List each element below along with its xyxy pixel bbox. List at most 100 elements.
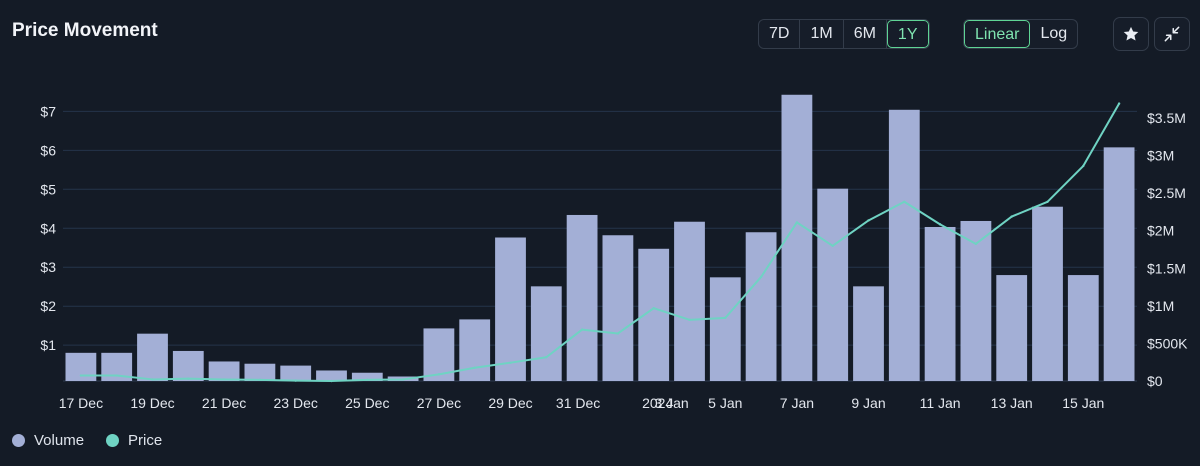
volume-tick-label: $2.5M bbox=[1147, 185, 1186, 201]
price-point bbox=[759, 275, 763, 279]
volume-bar[interactable] bbox=[853, 286, 884, 381]
price-point bbox=[1046, 200, 1049, 203]
date-tick-label: 9 Jan bbox=[851, 395, 885, 411]
price-point bbox=[795, 221, 799, 224]
price-point bbox=[473, 366, 476, 369]
price-point bbox=[724, 316, 727, 320]
volume-bar[interactable] bbox=[745, 232, 777, 381]
price-point bbox=[1010, 215, 1013, 218]
price-point bbox=[688, 318, 691, 322]
price-point bbox=[1117, 102, 1121, 105]
volume-bar[interactable] bbox=[495, 237, 526, 381]
volume-tick-label: $3M bbox=[1147, 148, 1174, 164]
volume-bar[interactable] bbox=[888, 109, 920, 382]
volume-axis: $0 $500K $1M $1.5M $2M $2.5M $3M $3.5M bbox=[1147, 110, 1188, 389]
volume-bar[interactable] bbox=[817, 188, 849, 381]
scale-selector: Linear Log bbox=[963, 19, 1079, 49]
grid-lines bbox=[63, 110, 1137, 382]
collapse-button[interactable] bbox=[1154, 17, 1190, 51]
price-point bbox=[258, 378, 262, 382]
volume-bar[interactable] bbox=[316, 370, 347, 381]
price-point bbox=[545, 356, 548, 359]
price-point bbox=[831, 244, 834, 247]
price-point bbox=[509, 361, 512, 364]
volume-bar[interactable] bbox=[530, 286, 562, 381]
price-line-layer bbox=[79, 102, 1121, 383]
date-tick-label: 2024 bbox=[642, 395, 673, 411]
price-swatch bbox=[106, 434, 120, 447]
price-line[interactable] bbox=[80, 103, 1120, 382]
date-tick-label: 29 Dec bbox=[488, 395, 532, 411]
date-axis: 17 Dec 19 Dec 21 Dec 23 Dec 25 Dec 27 Dec 29 D… bbox=[59, 395, 1105, 411]
price-point bbox=[580, 328, 584, 331]
price-point bbox=[294, 379, 297, 382]
volume-bar[interactable] bbox=[996, 275, 1028, 381]
date-tick-label: 11 Jan bbox=[920, 395, 961, 411]
price-point bbox=[222, 378, 226, 381]
price-axis: $1 $2 $3 $4 $5 $6 $7 bbox=[40, 103, 56, 353]
volume-bar[interactable] bbox=[602, 235, 634, 381]
chart-legend: Volume Price bbox=[12, 432, 184, 449]
date-tick-label: 5 Jan bbox=[708, 395, 742, 411]
volume-bar[interactable] bbox=[960, 220, 992, 381]
range-7d-button[interactable]: 7D bbox=[759, 20, 801, 48]
volume-bar[interactable] bbox=[709, 277, 741, 381]
date-tick-label: 31 Dec bbox=[556, 395, 600, 411]
range-6m-button[interactable]: 6M bbox=[844, 20, 887, 48]
date-tick-label: 21 Dec bbox=[202, 395, 246, 411]
legend-item-volume[interactable]: Volume bbox=[12, 432, 84, 449]
price-tick-label: $5 bbox=[40, 181, 56, 197]
favorite-button[interactable] bbox=[1113, 17, 1149, 51]
volume-bar[interactable] bbox=[924, 226, 956, 381]
price-point bbox=[187, 377, 190, 380]
price-point bbox=[1082, 164, 1085, 168]
volume-bar[interactable] bbox=[208, 361, 240, 381]
date-tick-label: 7 Jan bbox=[780, 395, 814, 411]
star-icon bbox=[1123, 26, 1139, 41]
volume-bar[interactable] bbox=[1032, 206, 1063, 381]
legend-volume-label: Volume bbox=[34, 432, 85, 449]
volume-tick-label: $500K bbox=[1147, 335, 1188, 351]
price-point bbox=[903, 200, 906, 203]
price-point bbox=[437, 373, 441, 376]
price-point bbox=[366, 378, 369, 382]
legend-price-label: Price bbox=[128, 432, 163, 449]
price-tick-label: $7 bbox=[40, 103, 56, 119]
range-1m-button[interactable]: 1M bbox=[800, 20, 844, 48]
collapse-icon bbox=[1164, 26, 1180, 42]
legend-item-price[interactable]: Price bbox=[106, 432, 162, 449]
date-tick-label: 13 Jan bbox=[991, 395, 1033, 411]
volume-tick-label: $1.5M bbox=[1147, 260, 1186, 276]
volume-tick-label: $0 bbox=[1147, 373, 1163, 389]
time-range-selector: 7D 1M 6M 1Y bbox=[758, 19, 930, 49]
volume-bar[interactable] bbox=[280, 365, 312, 381]
linear-scale-button[interactable]: Linear bbox=[964, 20, 1031, 48]
log-scale-button[interactable]: Log bbox=[1040, 25, 1068, 42]
range-1y-button[interactable]: 1Y bbox=[886, 20, 929, 48]
volume-bar[interactable] bbox=[1103, 147, 1135, 381]
date-tick-label: 25 Dec bbox=[345, 395, 389, 411]
price-tick-label: $3 bbox=[40, 259, 56, 275]
price-tick-label: $6 bbox=[40, 142, 56, 158]
date-tick-label: 19 Dec bbox=[130, 395, 174, 411]
volume-bar[interactable] bbox=[351, 372, 383, 381]
price-point bbox=[867, 219, 870, 222]
volume-bar[interactable] bbox=[137, 333, 168, 381]
price-point bbox=[151, 378, 154, 381]
volume-bar[interactable] bbox=[65, 352, 97, 381]
price-tick-label: $1 bbox=[40, 337, 56, 353]
volume-bar[interactable] bbox=[674, 221, 705, 381]
volume-tick-label: $2M bbox=[1147, 223, 1174, 239]
page-title: Price Movement bbox=[12, 20, 158, 41]
price-point bbox=[401, 378, 405, 381]
date-tick-label: 15 Jan bbox=[1062, 395, 1104, 411]
volume-swatch bbox=[12, 434, 25, 447]
volume-bar[interactable] bbox=[566, 214, 598, 381]
price-point bbox=[115, 374, 118, 377]
volume-bar[interactable] bbox=[172, 350, 204, 381]
volume-bar[interactable] bbox=[244, 363, 276, 381]
volume-tick-label: $3.5M bbox=[1147, 110, 1186, 126]
volume-bar[interactable] bbox=[459, 319, 491, 381]
volume-bar[interactable] bbox=[1067, 275, 1099, 381]
